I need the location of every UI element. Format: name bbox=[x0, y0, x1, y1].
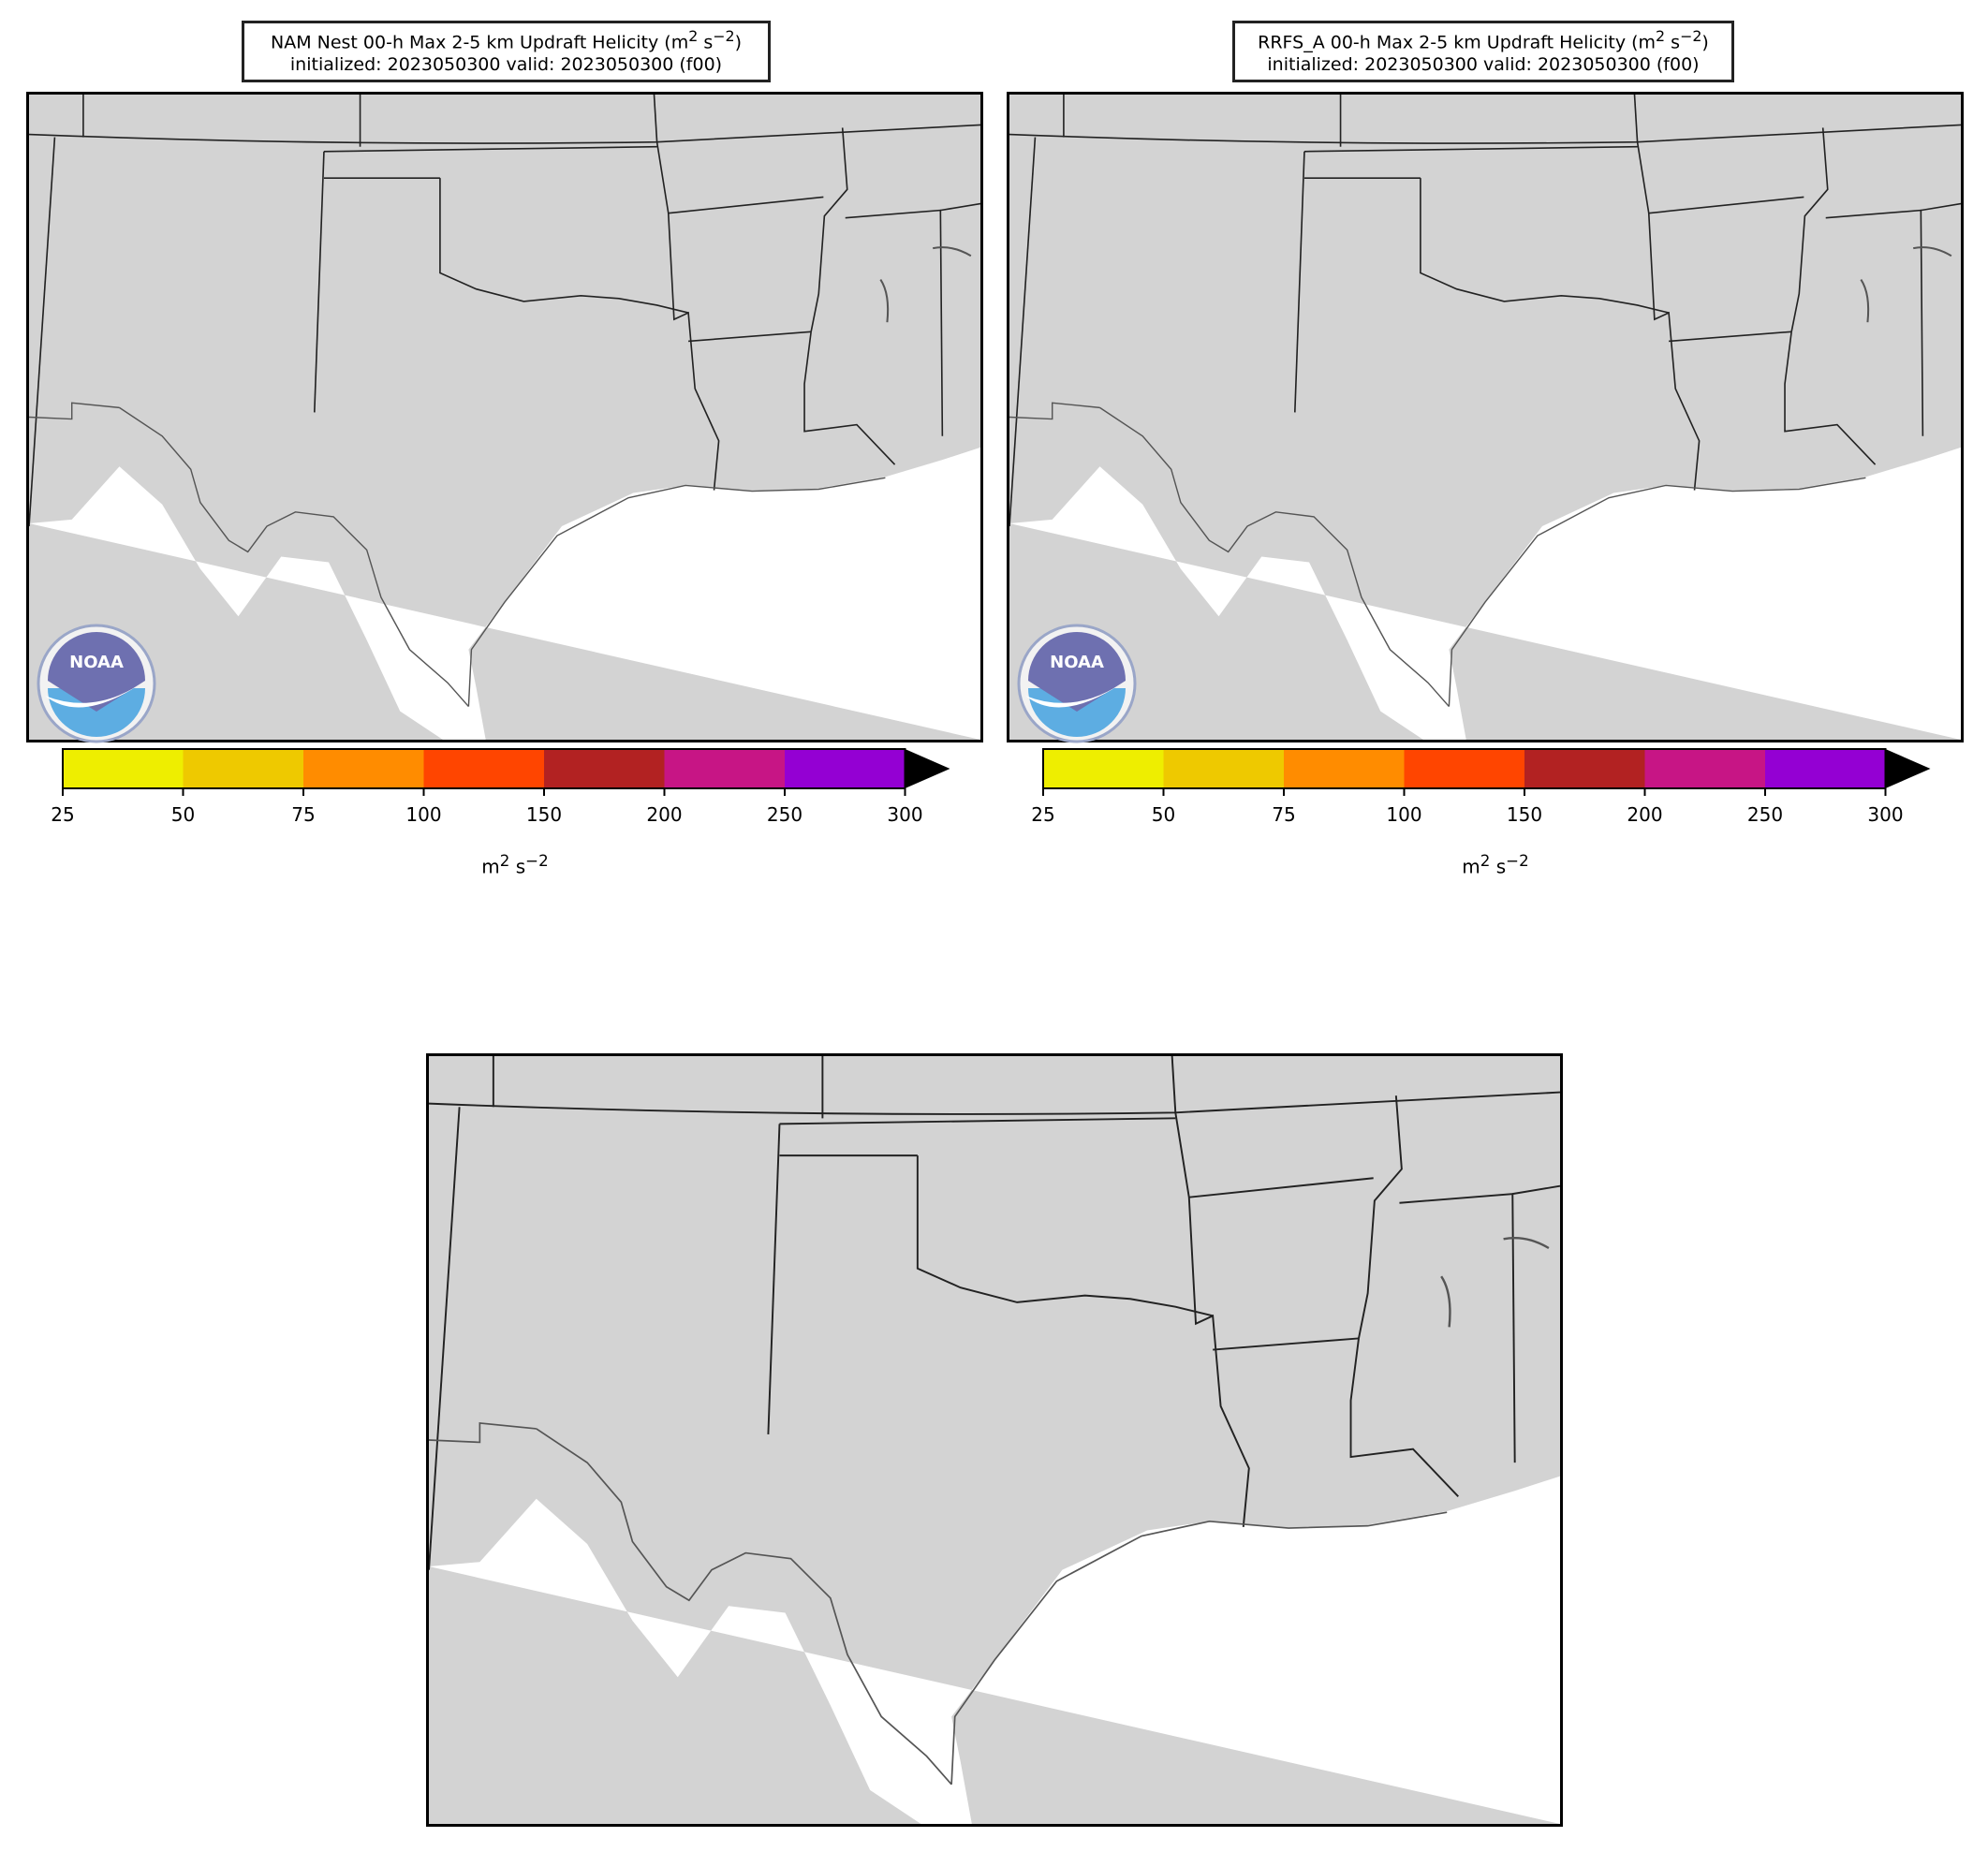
right-colorbar-segment bbox=[1163, 749, 1284, 788]
right-colorbar: 25 50 75 100 150 200 250 300 bbox=[1027, 746, 1964, 849]
left-panel-title-line2: initialized: 2023050300 valid: 202305030… bbox=[289, 54, 723, 76]
right-colorbar-segment bbox=[1404, 749, 1524, 788]
right-colorbar-tick-label: 150 bbox=[1507, 803, 1542, 826]
noaa-logo-right: NOAA bbox=[1011, 623, 1142, 748]
noaa-logo-left: NOAA bbox=[31, 623, 162, 748]
right-panel-title-line1: RRFS_A 00-h Max 2-5 km Updraft Helicity … bbox=[1258, 27, 1709, 53]
left-colorbar-segment bbox=[303, 749, 424, 788]
right-colorbar-segment bbox=[1043, 749, 1164, 788]
bottom-map[interactable] bbox=[426, 1053, 1563, 1827]
left-map[interactable] bbox=[26, 92, 983, 742]
left-colorbar-outline bbox=[62, 748, 906, 789]
right-colorbar-segment bbox=[1284, 749, 1405, 788]
left-colorbar-extend-arrow bbox=[905, 749, 950, 788]
left-colorbar-tick-label: 150 bbox=[526, 803, 562, 826]
left-colorbar-tick-label: 250 bbox=[767, 803, 803, 826]
left-colorbar-label: m2 s−2 bbox=[481, 852, 549, 878]
left-panel-title: NAM Nest 00-h Max 2-5 km Updraft Helicit… bbox=[242, 21, 771, 82]
left-panel-title-line1: NAM Nest 00-h Max 2-5 km Updraft Helicit… bbox=[270, 27, 743, 53]
right-panel-title: RRFS_A 00-h Max 2-5 km Updraft Helicity … bbox=[1232, 21, 1734, 82]
left-colorbar-tick-label: 25 bbox=[51, 803, 74, 826]
left-colorbar-tick-label: 200 bbox=[646, 803, 682, 826]
right-colorbar-tick-label: 50 bbox=[1152, 803, 1175, 826]
left-colorbar: 25 50 75 100 150 200 250 300 bbox=[47, 746, 983, 849]
right-colorbar-segment bbox=[1644, 749, 1765, 788]
right-map[interactable] bbox=[1007, 92, 1964, 742]
left-colorbar-segment bbox=[423, 749, 544, 788]
noaa-logo-right-text: NOAA bbox=[1050, 653, 1104, 672]
right-colorbar-tick-label: 300 bbox=[1867, 803, 1903, 826]
left-colorbar-segment bbox=[183, 749, 303, 788]
left-colorbar-tick-label: 100 bbox=[405, 803, 441, 826]
right-colorbar-tick-label: 100 bbox=[1386, 803, 1421, 826]
noaa-logo-left-text: NOAA bbox=[69, 653, 124, 672]
left-colorbar-tick-label: 75 bbox=[291, 803, 315, 826]
right-colorbar-extend-arrow bbox=[1885, 749, 1931, 788]
right-colorbar-tick-label: 250 bbox=[1747, 803, 1783, 826]
right-colorbar-tick-label: 25 bbox=[1031, 803, 1054, 826]
left-colorbar-tick-label: 300 bbox=[887, 803, 922, 826]
left-colorbar-segment bbox=[664, 749, 785, 788]
left-colorbar-segment bbox=[544, 749, 665, 788]
right-colorbar-tick-label: 75 bbox=[1272, 803, 1295, 826]
right-colorbar-tick-label: 200 bbox=[1627, 803, 1662, 826]
right-panel-title-line2: initialized: 2023050300 valid: 202305030… bbox=[1267, 54, 1700, 76]
left-colorbar-segment bbox=[63, 749, 184, 788]
right-colorbar-segment bbox=[1524, 749, 1645, 788]
right-colorbar-label: m2 s−2 bbox=[1462, 852, 1529, 878]
left-colorbar-tick-label: 50 bbox=[171, 803, 195, 826]
left-colorbar-segment bbox=[785, 749, 906, 788]
right-colorbar-outline bbox=[1042, 748, 1887, 789]
right-colorbar-segment bbox=[1765, 749, 1886, 788]
